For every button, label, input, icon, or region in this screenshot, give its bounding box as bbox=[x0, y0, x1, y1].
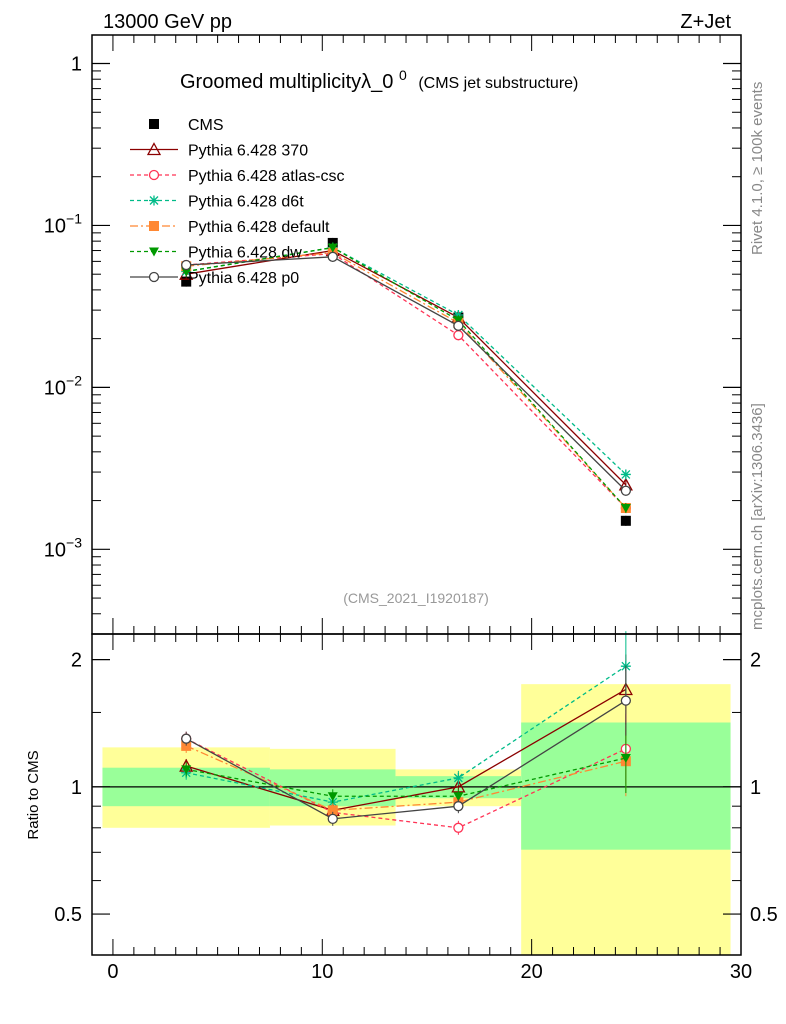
series-line-3 bbox=[186, 246, 627, 475]
legend: CMS Pythia 6.428 370 Pythia 6.428 atlas-cs… bbox=[130, 117, 345, 287]
ytick-label-1: 10−1 bbox=[44, 210, 82, 237]
ytick-label-0: 1 bbox=[71, 54, 82, 76]
legend-label: CMS bbox=[188, 117, 224, 134]
data-point bbox=[181, 259, 192, 271]
data-point bbox=[620, 485, 632, 496]
ratio-point bbox=[327, 792, 338, 802]
ratio-ylabel: Ratio to CMS bbox=[25, 750, 42, 839]
series-line-6 bbox=[186, 256, 627, 492]
plot-title-sup: 0 bbox=[399, 67, 407, 83]
ratio-ytick-label-right-0: 2 bbox=[750, 650, 761, 672]
data-point bbox=[620, 503, 631, 513]
series-line-1 bbox=[186, 249, 627, 486]
analysis-id: (CMS_2021_I1920187) bbox=[343, 590, 489, 606]
legend-marker bbox=[149, 247, 159, 257]
ratio-bands bbox=[92, 684, 741, 955]
ratio-ytick-label-0: 2 bbox=[71, 650, 82, 672]
legend-entry-2: Pythia 6.428 atlas-csc bbox=[130, 168, 345, 185]
series-6 bbox=[181, 251, 632, 496]
data-point bbox=[327, 251, 338, 262]
xtick-label-0: 0 bbox=[107, 961, 118, 983]
series-line-4 bbox=[186, 251, 627, 509]
legend-marker bbox=[149, 195, 159, 206]
ratio-series-5 bbox=[181, 665, 632, 826]
ratio-point bbox=[327, 805, 338, 816]
ratio-ytick-label-2: 0.5 bbox=[54, 904, 82, 926]
legend-entry-3: Pythia 6.428 d6t bbox=[130, 194, 304, 211]
data-point bbox=[327, 243, 338, 253]
ratio-point bbox=[453, 822, 464, 833]
ratio-point bbox=[453, 772, 464, 783]
legend-label: Pythia 6.428 370 bbox=[188, 143, 308, 160]
xtick-label-2: 20 bbox=[521, 961, 543, 983]
data-point bbox=[181, 276, 192, 287]
xtick-label-3: 30 bbox=[730, 961, 752, 983]
ratio-line-0 bbox=[186, 688, 627, 811]
plot-subtitle: (CMS jet substructure) bbox=[418, 75, 578, 92]
data-point bbox=[453, 309, 464, 320]
plot-title-text: Groomed multiplicityλ_0 bbox=[180, 71, 393, 93]
ytick-label-3: 10−3 bbox=[44, 534, 82, 561]
ratio-point bbox=[453, 792, 464, 802]
data-point bbox=[181, 267, 192, 277]
data-point bbox=[620, 515, 631, 526]
plot-title: Groomed multiplicityλ_0 0 (CMS jet subst… bbox=[180, 63, 578, 93]
ytick-label-2: 10−2 bbox=[44, 372, 82, 399]
ratio-line-2 bbox=[186, 665, 627, 803]
legend-entry-4: Pythia 6.428 default bbox=[130, 219, 330, 236]
ratio-point bbox=[620, 754, 631, 764]
rivet-label: Rivet 4.1.0, ≥ 100k events bbox=[749, 82, 766, 255]
legend-label: Pythia 6.428 atlas-csc bbox=[188, 168, 345, 185]
ratio-point bbox=[181, 733, 192, 744]
mcplots-label: mcplots.cern.ch [arXiv:1306.3436] bbox=[749, 403, 766, 630]
ratio-line-4 bbox=[186, 757, 626, 797]
legend-marker bbox=[149, 221, 159, 231]
header-left: 13000 GeV pp bbox=[103, 11, 232, 33]
ratio-point bbox=[181, 740, 192, 751]
ratio-ytick-label-1: 1 bbox=[71, 777, 82, 799]
legend-marker bbox=[148, 169, 160, 181]
legend-label: Pythia 6.428 d6t bbox=[188, 194, 304, 211]
ratio-series-4 bbox=[181, 723, 631, 804]
legend-entry-0: CMS bbox=[149, 117, 224, 134]
legend-entry-6: Pythia 6.428 p0 bbox=[130, 270, 299, 287]
ratio-point bbox=[327, 813, 338, 824]
legend-marker bbox=[146, 142, 162, 156]
ratio-point bbox=[620, 695, 632, 706]
main-plot-area bbox=[179, 237, 633, 526]
ratio-point bbox=[453, 801, 464, 812]
data-point bbox=[620, 469, 631, 480]
ratio-plot-area bbox=[179, 631, 633, 835]
ratio-frame bbox=[91, 633, 742, 956]
legend-marker bbox=[148, 271, 160, 283]
legend-entry-5: Pythia 6.428 dw bbox=[130, 245, 302, 262]
ratio-line-5 bbox=[185, 700, 627, 820]
data-point bbox=[453, 330, 464, 341]
ratio-line-1 bbox=[185, 738, 627, 829]
legend-marker bbox=[149, 119, 159, 129]
header-right: Z+Jet bbox=[680, 11, 731, 33]
xtick-label-1: 10 bbox=[311, 961, 333, 983]
legend-label: Pythia 6.428 default bbox=[188, 219, 330, 236]
series-2 bbox=[181, 248, 632, 514]
legend-entry-1: Pythia 6.428 370 bbox=[130, 142, 308, 160]
ratio-ytick-label-right-2: 0.5 bbox=[750, 904, 778, 926]
series-line-2 bbox=[186, 252, 627, 509]
ratio-ytick-label-right-1: 1 bbox=[750, 777, 761, 799]
legend-label: Pythia 6.428 p0 bbox=[188, 270, 299, 287]
legend-label: Pythia 6.428 dw bbox=[188, 245, 302, 262]
data-point bbox=[453, 320, 464, 331]
ratio-point bbox=[181, 765, 192, 775]
axes: 1 10−1 10−2 10−3 0 10 20 30 2 2 1 1 0.5 0.5 bbox=[44, 35, 778, 983]
